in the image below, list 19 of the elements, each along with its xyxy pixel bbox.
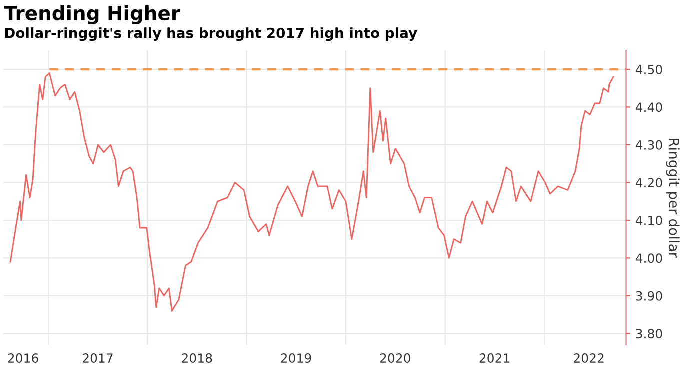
x-tick-label: 2019 (281, 354, 312, 364)
x-tick-label: 2017 (82, 354, 113, 364)
chart-subtitle: Dollar-ringgit's rally has brought 2017 high into play (5, 28, 418, 42)
y-tick-label: 4.30 (636, 140, 662, 150)
y-axis-title: Ringgit per dollar (666, 138, 680, 258)
y-tick-label: 4.20 (636, 178, 662, 188)
y-tick-label: 4.00 (636, 254, 662, 264)
y-tick-label: 3.90 (636, 291, 662, 301)
x-tick-label: 2020 (380, 354, 410, 364)
x-tick-label: 2022 (574, 354, 604, 364)
y-tick-label: 4.40 (636, 102, 662, 112)
x-tick-label: 2016 (8, 354, 38, 364)
x-tick-label: 2018 (182, 354, 212, 364)
y-tick-label: 4.10 (636, 216, 662, 226)
chart-title: Trending Higher (4, 6, 180, 24)
line-series (10, 72, 614, 312)
x-tick-label: 2021 (480, 354, 510, 364)
y-tick-label: 4.50 (636, 64, 662, 74)
y-tick-label: 3.80 (636, 329, 662, 339)
